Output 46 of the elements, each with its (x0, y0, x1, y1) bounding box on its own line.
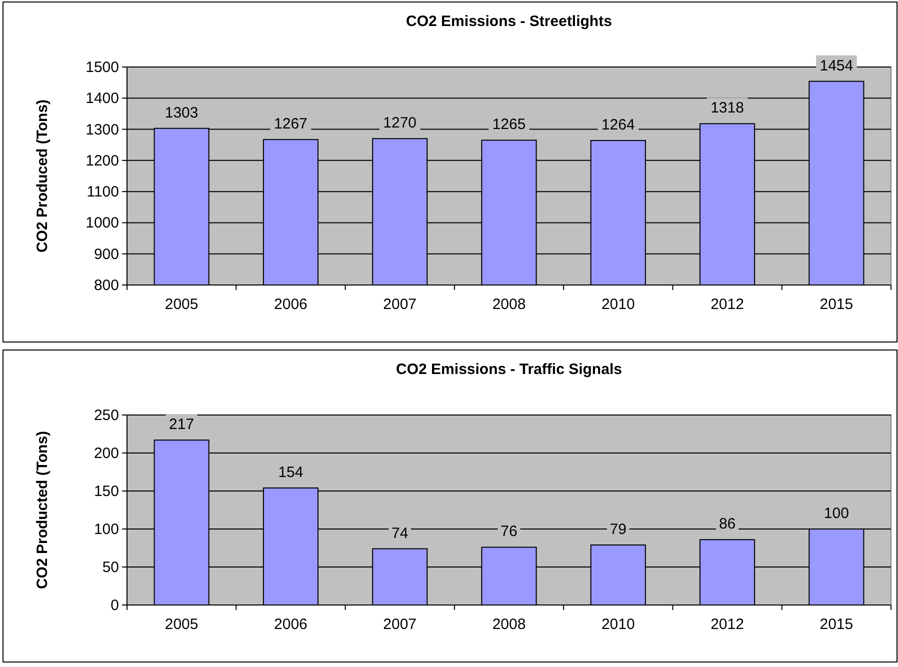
y-tick-label: 1400 (86, 90, 119, 108)
x-tick-label: 2008 (492, 616, 526, 633)
data-label: 76 (500, 523, 518, 540)
x-tick-label: 2015 (820, 616, 854, 633)
data-label: 1270 (383, 114, 417, 132)
y-tick-label: 50 (102, 559, 119, 576)
data-label: 1454 (820, 57, 854, 74)
data-label: 1264 (601, 116, 635, 134)
y-axis-title: CO2 Produced (Tons) (34, 99, 51, 253)
data-label: 1265 (492, 116, 526, 134)
chart-title: CO2 Emissions - Traffic Signals (396, 361, 622, 378)
x-tick-label: 2005 (164, 616, 198, 633)
x-tick-label: 2007 (383, 616, 417, 633)
y-tick-label: 250 (94, 407, 119, 424)
chart-title: CO2 Emissions - Streetlights (406, 13, 612, 30)
data-label: 1318 (710, 100, 744, 117)
x-tick-label: 2006 (274, 296, 308, 313)
x-tick-label: 2010 (601, 616, 635, 633)
y-axis-title: CO2 Producted (Tons) (34, 430, 51, 590)
y-tick-label: 1100 (86, 184, 119, 201)
x-tick-label: 2010 (601, 296, 635, 313)
x-tick-label: 2005 (164, 296, 198, 313)
y-tick-label: 1000 (86, 214, 119, 232)
x-tick-label: 2007 (383, 296, 417, 313)
y-tick-label: 800 (94, 277, 119, 294)
y-tick-label: 1500 (86, 59, 119, 76)
data-label: 100 (824, 505, 849, 522)
data-label: 86 (718, 516, 736, 533)
data-label: 79 (610, 520, 626, 538)
y-tick-label: 0 (110, 597, 119, 614)
x-tick-label: 2012 (710, 296, 744, 313)
data-label: 74 (392, 524, 408, 542)
y-tick-label: 1300 (86, 121, 119, 138)
y-tick-label: 1200 (86, 152, 119, 170)
y-tick-label: 200 (94, 445, 119, 462)
y-tick-label: 150 (94, 483, 119, 500)
y-tick-label: 900 (94, 246, 119, 263)
x-tick-label: 2015 (820, 296, 854, 313)
x-tick-label: 2008 (492, 296, 526, 313)
data-label: 1267 (274, 116, 308, 133)
data-label: 1303 (164, 104, 198, 122)
x-tick-label: 2012 (710, 616, 744, 633)
x-tick-label: 2006 (274, 616, 308, 633)
data-label: 217 (169, 416, 194, 434)
y-tick-label: 100 (94, 521, 119, 538)
data-label: 154 (278, 464, 304, 481)
